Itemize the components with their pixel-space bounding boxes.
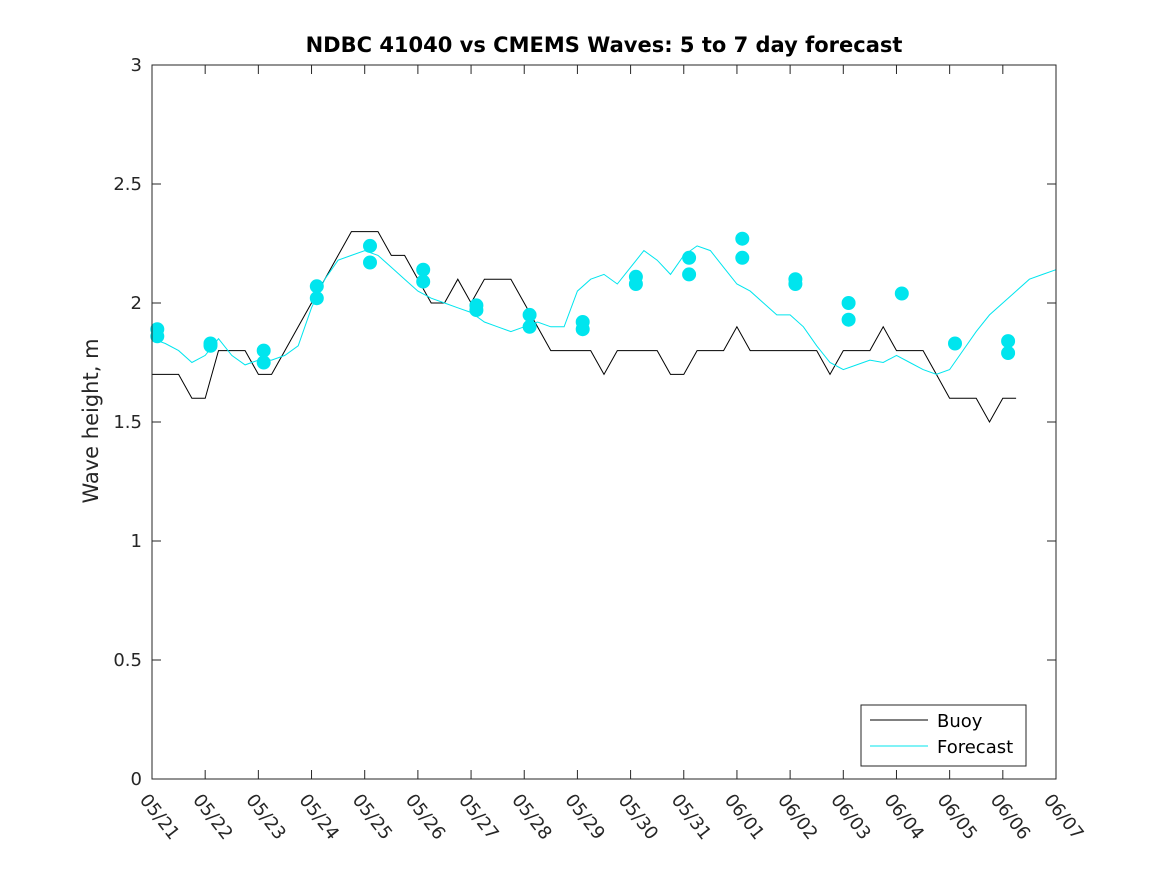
y-axis: 0 0.5 1 1.5 2 2.5 3 — [113, 55, 1056, 790]
forecast-marker — [309, 291, 324, 306]
y-tick-label: 0.5 — [113, 650, 142, 671]
forecast-marker — [735, 250, 750, 265]
forecast-marker — [1001, 334, 1016, 349]
forecast-marker — [416, 262, 431, 277]
chart-title: NDBC 41040 vs CMEMS Waves: 5 to 7 day fo… — [306, 33, 903, 57]
series-line-forecast — [151, 245, 1057, 375]
forecast-marker — [416, 274, 431, 289]
y-tick-label: 1.5 — [113, 412, 142, 433]
forecast-marker — [894, 286, 909, 301]
forecast-marker — [841, 296, 856, 310]
y-tick-label: 0 — [131, 769, 142, 790]
forecast-marker — [150, 329, 165, 344]
marker-layer — [150, 231, 1016, 370]
y-tick-label: 2 — [131, 293, 142, 314]
forecast-marker — [256, 343, 271, 358]
legend-box — [860, 704, 1027, 767]
legend-label-buoy: Buoy — [937, 711, 983, 732]
forecast-marker — [1001, 346, 1016, 360]
y-tick-label: 3 — [131, 55, 142, 76]
forecast-marker — [575, 322, 590, 337]
forecast-marker — [522, 319, 537, 334]
legend: Buoy Forecast — [860, 704, 1027, 767]
forecast-marker — [363, 255, 377, 270]
forecast-marker — [256, 355, 271, 370]
forecast-marker — [682, 250, 697, 265]
series-layer — [151, 231, 1057, 424]
forecast-marker — [469, 303, 484, 318]
series-line-buoy — [152, 231, 1017, 424]
forecast-marker — [522, 307, 537, 322]
forecast-marker — [203, 338, 218, 353]
forecast-marker — [735, 231, 750, 246]
forecast-marker — [363, 238, 377, 253]
y-tick-label: 1 — [131, 531, 142, 552]
y-axis-label: Wave height, m — [79, 338, 103, 503]
y-tick-label: 2.5 — [113, 174, 142, 195]
forecast-marker — [788, 277, 803, 291]
forecast-marker — [841, 312, 856, 327]
plot-area — [152, 65, 1056, 779]
forecast-marker — [309, 279, 324, 294]
forecast-marker — [682, 267, 697, 282]
forecast-marker — [628, 277, 643, 291]
legend-label-forecast: Forecast — [937, 737, 1013, 758]
forecast-marker — [948, 336, 962, 351]
